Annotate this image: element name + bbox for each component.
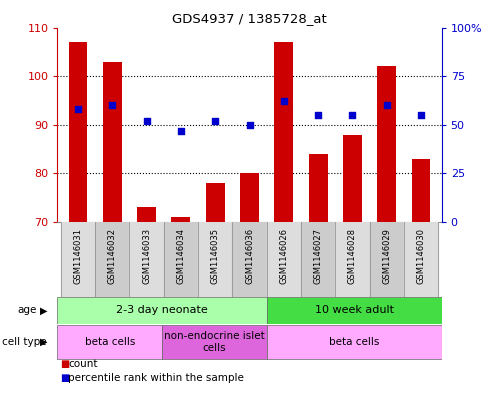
Bar <box>267 297 442 324</box>
Point <box>211 118 219 124</box>
Bar <box>335 222 370 297</box>
Point <box>143 118 151 124</box>
Text: GSM1146035: GSM1146035 <box>211 228 220 284</box>
Bar <box>301 222 335 297</box>
Bar <box>57 325 162 359</box>
Point <box>383 102 391 108</box>
Text: ▶: ▶ <box>40 305 47 316</box>
Text: GSM1146028: GSM1146028 <box>348 228 357 284</box>
Bar <box>377 66 396 222</box>
Point <box>108 102 116 108</box>
Point <box>246 121 253 128</box>
Bar <box>164 222 198 297</box>
Point <box>177 127 185 134</box>
Point <box>74 106 82 112</box>
Bar <box>370 222 404 297</box>
Bar <box>343 134 362 222</box>
Text: GSM1146030: GSM1146030 <box>417 228 426 284</box>
Bar <box>162 325 267 359</box>
Text: ▶: ▶ <box>40 337 47 347</box>
Bar <box>404 222 438 297</box>
Bar <box>57 297 267 324</box>
Text: GSM1146032: GSM1146032 <box>108 228 117 284</box>
Bar <box>206 183 225 222</box>
Bar <box>137 208 156 222</box>
Bar <box>103 62 122 222</box>
Text: count: count <box>68 358 98 369</box>
Bar <box>267 325 442 359</box>
Text: percentile rank within the sample: percentile rank within the sample <box>68 373 244 384</box>
Text: GSM1146036: GSM1146036 <box>245 228 254 284</box>
Bar <box>266 222 301 297</box>
Text: 2-3 day neonate: 2-3 day neonate <box>116 305 208 316</box>
Text: GSM1146034: GSM1146034 <box>176 228 186 284</box>
Bar <box>412 159 431 222</box>
Text: ■: ■ <box>60 358 69 369</box>
Bar <box>233 222 266 297</box>
Bar <box>274 42 293 222</box>
Text: GSM1146029: GSM1146029 <box>382 228 391 284</box>
Bar <box>172 217 190 222</box>
Text: GSM1146026: GSM1146026 <box>279 228 288 284</box>
Text: 10 week adult: 10 week adult <box>315 305 394 316</box>
Bar <box>240 173 259 222</box>
Text: beta cells: beta cells <box>85 337 135 347</box>
Text: GSM1146031: GSM1146031 <box>73 228 82 284</box>
Text: cell type: cell type <box>2 337 47 347</box>
Point <box>280 98 288 105</box>
Text: GSM1146033: GSM1146033 <box>142 228 151 284</box>
Point <box>417 112 425 118</box>
Point <box>348 112 356 118</box>
Text: ■: ■ <box>60 373 69 384</box>
Text: beta cells: beta cells <box>329 337 379 347</box>
Text: age: age <box>17 305 37 316</box>
Bar <box>95 222 129 297</box>
Text: GDS4937 / 1385728_at: GDS4937 / 1385728_at <box>172 12 327 25</box>
Text: non-endocrine islet
cells: non-endocrine islet cells <box>164 331 265 353</box>
Bar <box>198 222 233 297</box>
Bar <box>68 42 87 222</box>
Bar <box>129 222 164 297</box>
Bar <box>61 222 95 297</box>
Bar <box>309 154 327 222</box>
Point <box>314 112 322 118</box>
Text: GSM1146027: GSM1146027 <box>313 228 323 284</box>
